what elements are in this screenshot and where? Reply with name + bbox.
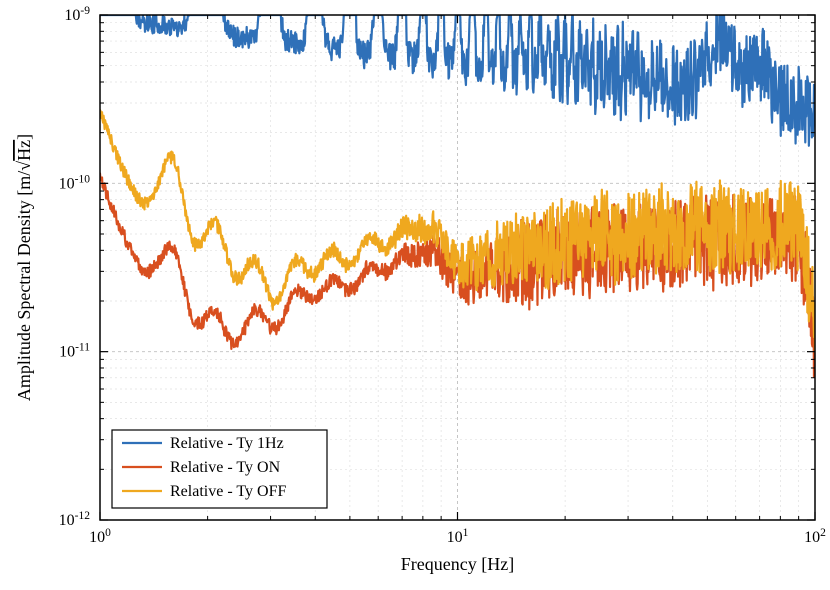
legend: Relative - Ty 1Hz Relative - Ty ON Relativ…	[112, 430, 327, 508]
legend-label: Relative - Ty 1Hz	[170, 435, 284, 452]
chart-svg: 10010110210-1210-1110-1010-9Frequency [H…	[0, 0, 830, 590]
y-axis-label-group: Amplitude Spectral Density [m/√Hz]	[14, 134, 34, 401]
legend-label: Relative - Ty OFF	[170, 483, 286, 500]
y-axis-label: Amplitude Spectral Density [m/√Hz]	[14, 134, 34, 401]
chart-container: 10010110210-1210-1110-1010-9Frequency [H…	[0, 0, 830, 590]
legend-label: Relative - Ty ON	[170, 459, 281, 476]
x-axis-label: Frequency [Hz]	[401, 554, 514, 574]
